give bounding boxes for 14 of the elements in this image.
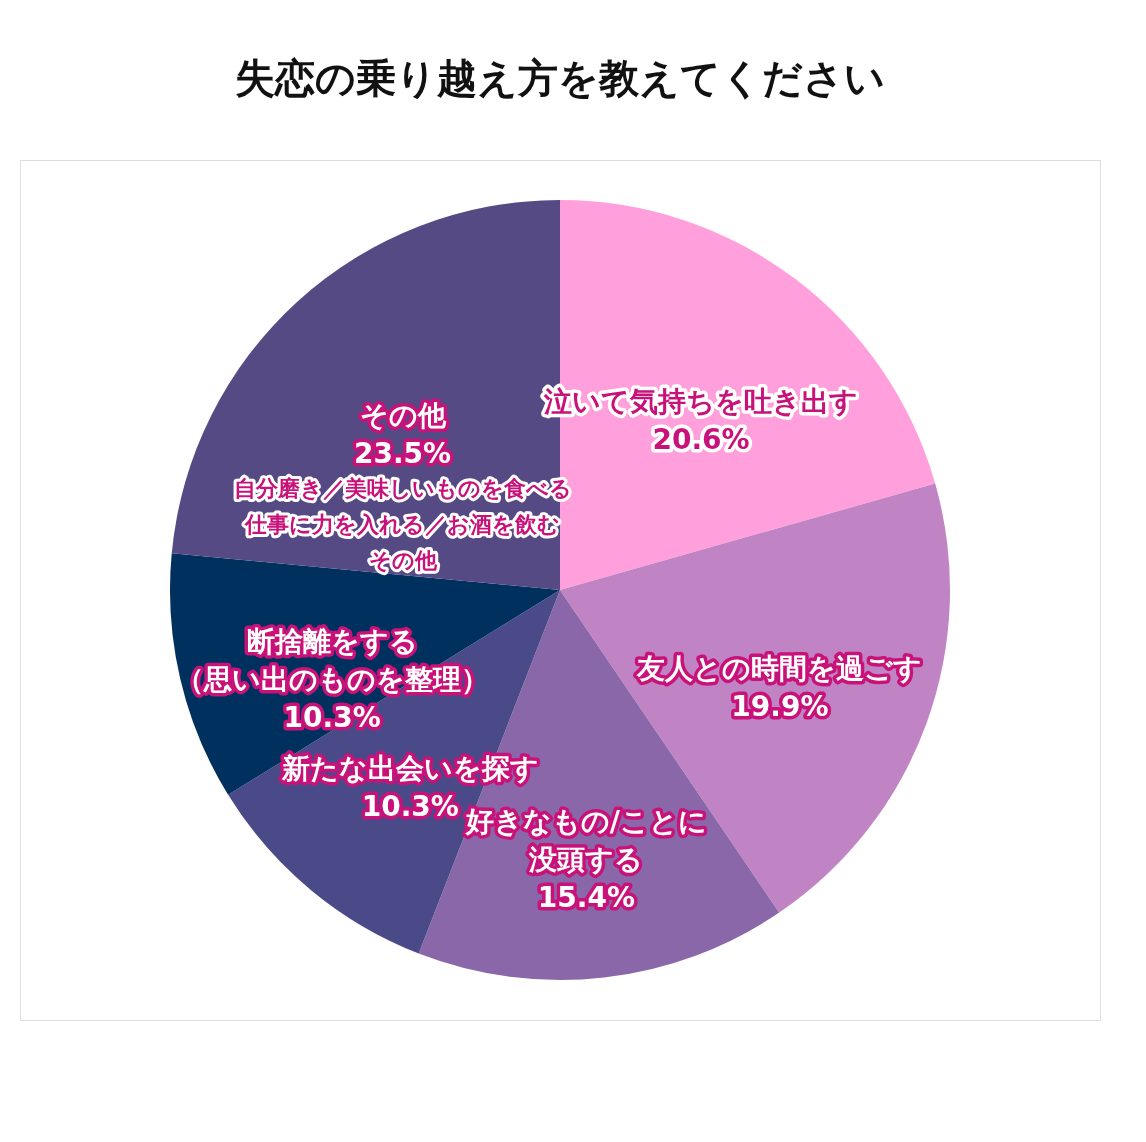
slice-label: 新たな出会いを探す <box>280 751 539 785</box>
slice-label: その他 <box>359 398 447 432</box>
slice-label: 断捨離をする（思い出のものを整理） <box>175 625 489 697</box>
slice-label: その他 <box>368 547 438 573</box>
data-label: 23.5% <box>353 436 452 470</box>
chart-title: 失恋の乗り越え方を教えてください <box>235 55 885 101</box>
data-label: 15.4% <box>537 880 635 914</box>
text: 仕事に力を入れる／お酒を飲む <box>244 511 561 537</box>
slice-label: 友人との時間を過ごす <box>636 651 923 685</box>
data-label: 10.3% <box>361 789 459 823</box>
data-label: 19.9% <box>731 689 829 723</box>
slice-label: 好きなもの/ことに没頭する <box>464 804 708 876</box>
data-label: 20.6% <box>652 423 750 457</box>
data-label: 10.3% <box>283 701 381 735</box>
